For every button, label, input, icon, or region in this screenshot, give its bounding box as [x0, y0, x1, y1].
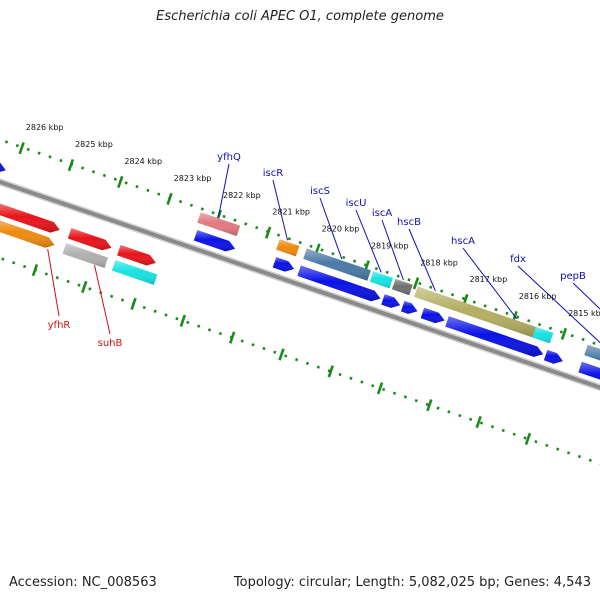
genome-backbone: [0, 179, 600, 390]
ruler-tick-label: 2826 kbp: [26, 123, 64, 132]
gene-label-iscS: iscS: [310, 186, 343, 260]
gene-iscS: [303, 248, 371, 281]
cds-arrow: [445, 316, 544, 357]
reverse-gene-box: [117, 245, 156, 266]
ruler-tick-label: 2819 kbp: [371, 241, 409, 250]
cds-arrow: [0, 162, 6, 172]
ruler-major-tick: [67, 158, 75, 172]
reverse-gene-box: [0, 220, 55, 248]
gene-label-suhB: suhB: [94, 264, 123, 349]
outer-ruler-dotted-line: [0, 138, 600, 347]
gene-hscB: [414, 286, 536, 338]
svg-text:suhB: suhB: [98, 338, 123, 349]
cds-arrow: [400, 301, 418, 314]
gene-label-hscA: hscA: [451, 236, 518, 320]
ruler-major-tick: [412, 277, 420, 290]
ruler-major-tick: [18, 142, 25, 155]
ruler-tick-label: 2815 kbp: [568, 309, 600, 318]
ruler-inner-tick: [278, 348, 285, 361]
ruler-major-tick: [560, 327, 568, 341]
ruler-inner-tick: [179, 314, 187, 327]
cds-arrow: [272, 257, 295, 272]
cds-arrow: [420, 307, 445, 324]
gene-iscU: [369, 271, 393, 289]
svg-text:hscB: hscB: [397, 217, 421, 228]
svg-text:yfhR: yfhR: [48, 320, 71, 331]
ruler-tick-label: 2825 kbp: [75, 140, 113, 149]
ruler-inner-tick: [130, 297, 137, 310]
svg-text:iscA: iscA: [372, 208, 392, 219]
gene-label-yfhQ: yfhQ: [217, 152, 241, 217]
cds-arrow: [578, 361, 600, 380]
labels-layer: yfhQ iscR iscS iscU iscA hscB hscA fdx pepB yfhR s…: [47, 152, 600, 349]
svg-text:pepB: pepB: [560, 271, 586, 282]
cds-arrow: [543, 349, 563, 364]
gene-label-pepB: pepB: [560, 271, 600, 310]
svg-text:yfhQ: yfhQ: [217, 152, 241, 163]
backbone-layer: [0, 178, 600, 392]
svg-text:iscS: iscS: [310, 186, 330, 197]
svg-text:hscA: hscA: [451, 236, 475, 247]
topology-summary: Topology: circular; Length: 5,082,025 bp…: [233, 575, 591, 590]
cds-arrow: [381, 294, 401, 308]
genes-layer: [0, 162, 600, 380]
ruler-tick-label: 2816 kbp: [519, 292, 557, 301]
svg-text:iscR: iscR: [263, 168, 283, 179]
ruler-tick-label: 2824 kbp: [124, 157, 162, 166]
accession-text: Accession: NC_008563: [9, 575, 157, 590]
cds-arrow: [193, 230, 236, 252]
gene-label-iscU: iscU: [346, 198, 382, 273]
ruler-inner-tick: [327, 365, 334, 378]
gene-segment: [532, 327, 554, 344]
ruler-inner-tick: [228, 331, 236, 344]
reverse-gene-box: [62, 243, 109, 268]
gene-label-hscB: hscB: [397, 217, 436, 292]
ruler-inner-tick: [475, 415, 482, 429]
svg-text:iscU: iscU: [346, 198, 367, 209]
reverse-gene-box: [111, 260, 158, 285]
reverse-gene-box: [67, 228, 112, 251]
gene-label-iscR: iscR: [263, 168, 289, 241]
gene-iscA: [391, 278, 413, 296]
gene-label-iscA: iscA: [372, 208, 404, 281]
ruler-tick-label: 2822 kbp: [223, 191, 261, 200]
ruler-inner-tick: [31, 263, 39, 277]
ruler-tick-label: 2818 kbp: [420, 258, 458, 267]
map-title: Escherichia coli APEC O1, complete genom…: [156, 9, 444, 24]
ruler-inner-tick: [376, 382, 384, 395]
gene-iscR: [276, 239, 300, 257]
ruler-tick-label: 2817 kbp: [469, 275, 507, 284]
ruler-inner-tick: [81, 280, 88, 294]
ruler-tick-label: 2821 kbp: [272, 208, 310, 217]
ruler-tick-label: 2823 kbp: [174, 174, 212, 183]
gene-label-fdx: fdx: [510, 254, 600, 344]
cds-arrow: [297, 265, 381, 302]
ruler-inner-tick: [426, 399, 433, 412]
ruler-major-tick: [264, 226, 272, 239]
ruler-inner-tick: [524, 432, 532, 446]
inner-ruler-dotted-line: [0, 256, 600, 465]
gene-label-yfhR: yfhR: [47, 248, 71, 331]
gene-fdx: [584, 344, 600, 361]
ruler-major-tick: [166, 192, 173, 205]
svg-text:fdx: fdx: [510, 254, 526, 265]
ruler-major-tick: [117, 175, 124, 189]
gene-yfhQ: [197, 212, 241, 237]
ruler-tick-label: 2820 kbp: [322, 225, 360, 234]
reverse-gene-box: [0, 203, 60, 233]
